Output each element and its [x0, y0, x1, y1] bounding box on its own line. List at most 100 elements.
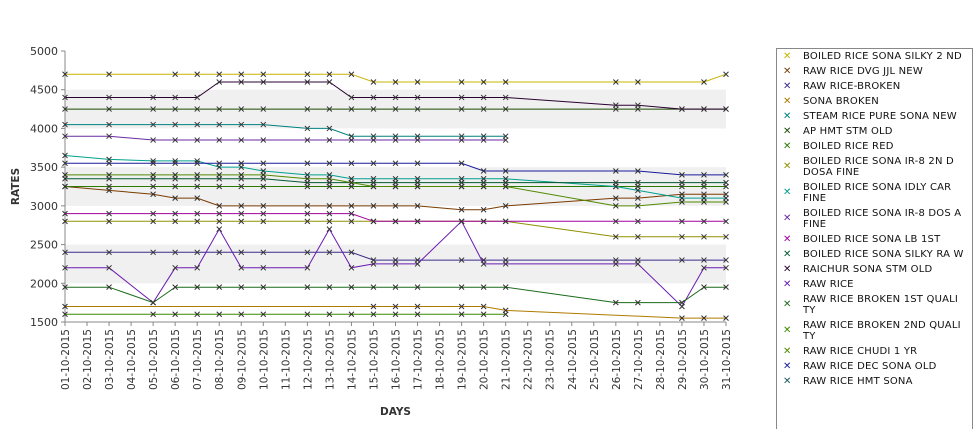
data-point [194, 183, 201, 190]
data-point [150, 106, 156, 112]
data-point [635, 261, 641, 267]
legend-marker-icon: ✕ [783, 140, 792, 152]
data-point [392, 137, 399, 143]
data-point [106, 172, 112, 178]
data-point [326, 311, 333, 318]
series-15 [62, 311, 509, 318]
series-line [65, 213, 726, 222]
data-point [458, 303, 465, 310]
data-point [150, 121, 156, 128]
data-point [480, 106, 487, 112]
data-point [326, 160, 333, 167]
x-axis-label: DAYS [380, 406, 411, 418]
data-point [194, 137, 201, 143]
data-point [62, 160, 68, 167]
data-point [701, 179, 707, 186]
data-point [723, 179, 729, 186]
data-point [216, 210, 223, 217]
data-point [679, 315, 685, 321]
legend-label: BOILED RICE RED [803, 141, 894, 152]
x-tick-label: 10-10-2015 [258, 329, 270, 390]
data-point [635, 195, 641, 201]
data-point [304, 249, 311, 256]
data-point [106, 284, 112, 291]
data-point [216, 137, 223, 143]
data-point [679, 106, 685, 112]
data-point [172, 137, 179, 143]
x-tick-label: 13-10-2015 [324, 329, 336, 390]
data-point [701, 106, 707, 112]
x-tick-label: 20-10-2015 [479, 329, 491, 390]
data-point [194, 106, 201, 112]
x-tick-label: 26-10-2015 [611, 329, 623, 390]
data-point [612, 79, 619, 85]
data-point [348, 311, 355, 318]
data-point [612, 168, 619, 174]
data-point [238, 249, 245, 256]
data-point [701, 257, 707, 263]
data-point [414, 203, 421, 209]
y-tick-label: 2000 [30, 277, 58, 290]
legend-label: SONA BROKEN [803, 96, 879, 107]
legend-marker-icon: ✕ [783, 233, 792, 245]
data-point [62, 311, 68, 318]
series-14 [62, 284, 729, 306]
data-point [458, 257, 465, 263]
data-point [502, 261, 509, 267]
data-point [480, 284, 487, 291]
data-point [150, 249, 156, 256]
legend-marker-icon: ✕ [783, 345, 792, 357]
data-point [62, 249, 68, 256]
legend-marker-icon: ✕ [783, 248, 792, 260]
data-point [701, 199, 707, 205]
x-tick-label: 12-10-2015 [302, 329, 314, 390]
data-point [238, 210, 245, 217]
data-point [304, 79, 311, 85]
data-point [370, 183, 377, 190]
data-point [635, 218, 641, 225]
data-point [635, 179, 641, 186]
data-point [612, 233, 619, 240]
data-point [106, 121, 112, 128]
x-tick-label: 22-10-2015 [523, 329, 535, 390]
data-point [260, 249, 267, 256]
data-point [260, 264, 267, 271]
data-point [701, 172, 707, 178]
legend-label: RAW RICE DEC SONA OLD [803, 361, 937, 372]
legend-label: RAW RICE [803, 279, 854, 290]
data-point [723, 257, 729, 263]
data-point [172, 195, 179, 201]
data-point [679, 199, 685, 205]
legend-label: RAW RICE BROKEN 1ST QUALI TY [803, 294, 959, 316]
data-point [502, 168, 509, 174]
x-tick-label: 04-10-2015 [126, 329, 138, 390]
data-point [326, 226, 333, 232]
data-point [216, 121, 223, 128]
data-point [480, 168, 487, 174]
y-tick-label: 1500 [30, 316, 58, 329]
legend-label: STEAM RICE PURE SONA NEW [803, 111, 957, 122]
x-tick-label: 23-10-2015 [545, 329, 557, 390]
series-1 [62, 183, 729, 213]
data-point [502, 203, 509, 209]
data-point [458, 206, 465, 213]
data-point [62, 183, 68, 190]
legend-marker-icon: ✕ [783, 95, 792, 107]
data-point [348, 284, 355, 291]
data-point [480, 311, 487, 318]
data-point [326, 249, 333, 256]
legend-label: RAW RICE HMT SONA [803, 376, 913, 387]
data-point [502, 284, 509, 291]
data-point [723, 284, 729, 291]
data-point [238, 121, 245, 128]
data-point [701, 218, 707, 225]
data-point [304, 175, 311, 182]
legend-label: BOILED RICE SONA LB 1ST [803, 234, 941, 245]
series-line [65, 162, 726, 176]
data-point [635, 203, 641, 209]
data-point [106, 249, 112, 256]
data-point [172, 249, 179, 256]
data-point [723, 71, 729, 78]
series-17 [62, 160, 729, 178]
x-tick-label: 15-10-2015 [368, 329, 380, 390]
